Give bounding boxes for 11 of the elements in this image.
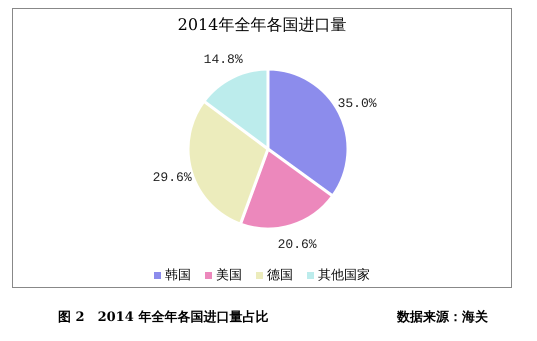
data-label: 20.6% [278,237,317,252]
legend-label: 德国 [266,267,293,284]
legend-label: 其他国家 [317,267,370,284]
legend-label: 韩国 [164,267,191,284]
data-label: 14.8% [204,52,243,68]
chart-title: 2014年全年各国进口量 [176,15,348,36]
data-label: 29.6% [152,170,192,185]
caption: 图 2 2014 年全年各国进口量占比 [58,309,268,326]
source-note: 数据来源：海关 [397,308,488,326]
legend-label: 美国 [215,267,242,284]
data-label: 35.0% [338,96,377,112]
